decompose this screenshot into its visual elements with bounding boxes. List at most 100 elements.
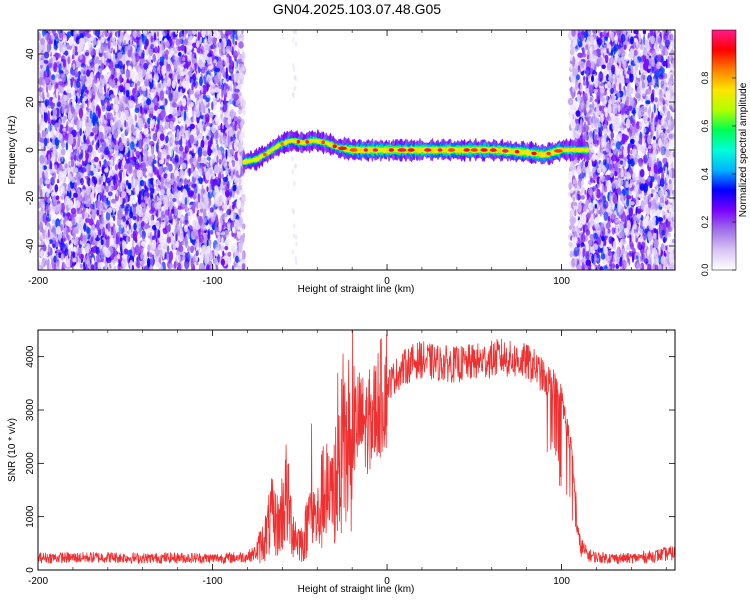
noise-dot xyxy=(118,153,124,160)
noise-dot xyxy=(149,214,153,223)
noise-dot xyxy=(224,239,229,246)
noise-dot xyxy=(201,86,204,93)
noise-dot xyxy=(164,106,169,112)
noise-dot xyxy=(127,249,132,257)
noise-dot xyxy=(232,220,235,227)
noise-dot xyxy=(54,122,60,128)
noise-dot xyxy=(157,82,162,89)
noise-dot xyxy=(160,179,164,187)
noise-dot xyxy=(90,191,95,201)
noise-dot xyxy=(51,184,55,191)
noise-dot xyxy=(233,175,237,184)
noise-dot xyxy=(42,191,45,196)
noise-dot xyxy=(150,88,157,98)
noise-dot xyxy=(85,196,90,208)
noise-dot xyxy=(136,169,142,179)
noise-dot xyxy=(205,143,208,153)
noise-dot xyxy=(152,118,155,126)
noise-dot xyxy=(84,112,88,122)
noise-dot xyxy=(171,134,174,144)
noise-dot xyxy=(67,56,71,65)
noise-dot xyxy=(235,214,240,220)
noise-dot xyxy=(162,30,168,37)
noise-dot xyxy=(223,87,228,98)
noise-dot xyxy=(64,248,69,257)
noise-dot xyxy=(200,139,205,148)
noise-dot xyxy=(208,65,214,70)
noise-dot xyxy=(238,37,243,42)
noise-dot xyxy=(105,161,111,167)
noise-dot xyxy=(163,80,167,86)
noise-dot xyxy=(107,180,111,186)
noise-dot xyxy=(210,44,213,50)
noise-dot xyxy=(46,92,50,98)
noise-dot xyxy=(242,52,245,62)
noise-dot xyxy=(70,107,75,113)
noise-dot xyxy=(100,74,104,80)
noise-dot xyxy=(177,192,180,198)
noise-dot xyxy=(38,231,42,241)
noise-dot xyxy=(203,132,206,141)
noise-dot xyxy=(52,132,55,139)
noise-dot xyxy=(72,49,76,60)
noise-dot xyxy=(126,137,130,146)
noise-dot xyxy=(201,184,204,193)
noise-dot xyxy=(182,56,186,62)
noise-dot xyxy=(222,47,226,55)
noise-dot xyxy=(107,207,113,214)
noise-dot xyxy=(165,135,169,144)
noise-dot xyxy=(220,122,223,133)
noise-dot xyxy=(52,243,56,248)
noise-dot xyxy=(114,138,117,146)
noise-dot xyxy=(173,261,177,269)
noise-dot xyxy=(207,140,213,148)
figure-title: GN04.2025.103.07.48.G05 xyxy=(273,1,441,17)
noise-dot xyxy=(125,82,131,89)
noise-dot xyxy=(114,164,119,171)
noise-dot xyxy=(132,88,136,95)
noise-dot xyxy=(97,194,101,204)
noise-dot xyxy=(101,251,104,260)
noise-dot xyxy=(213,30,219,39)
noise-dot xyxy=(196,261,199,266)
noise-dot xyxy=(98,229,102,235)
noise-dot xyxy=(75,95,78,104)
noise-dot xyxy=(43,59,49,64)
noise-dot xyxy=(154,45,158,53)
noise-dot xyxy=(209,229,214,235)
noise-dot xyxy=(104,128,107,139)
noise-dot xyxy=(177,205,182,210)
noise-dot xyxy=(72,167,79,174)
noise-dot xyxy=(64,132,68,142)
noise-dot xyxy=(227,102,231,112)
noise-dot xyxy=(174,154,179,163)
noise-dot xyxy=(154,194,158,202)
noise-dot xyxy=(222,250,225,257)
noise-dot xyxy=(119,101,122,109)
noise-dot xyxy=(93,170,98,176)
noise-dot xyxy=(43,112,49,123)
noise-dot xyxy=(65,124,69,132)
noise-dot xyxy=(177,52,182,57)
noise-dot xyxy=(187,87,191,99)
noise-dot xyxy=(95,105,101,117)
noise-dot xyxy=(222,135,227,141)
noise-dot xyxy=(102,80,105,87)
noise-dot xyxy=(184,197,188,206)
noise-dot xyxy=(169,146,173,158)
noise-dot xyxy=(226,208,232,216)
noise-dot xyxy=(217,234,221,245)
noise-dot xyxy=(71,216,76,226)
noise-dot xyxy=(54,184,59,193)
noise-dot xyxy=(77,98,81,104)
noise-dot xyxy=(74,154,77,162)
noise-dot xyxy=(78,48,82,56)
noise-dot xyxy=(209,261,213,267)
noise-dot xyxy=(206,254,209,264)
noise-dot xyxy=(156,61,159,68)
noise-dot xyxy=(128,223,131,230)
noise-dot xyxy=(157,229,161,239)
noise-dot xyxy=(208,122,211,127)
noise-dot xyxy=(147,192,150,199)
